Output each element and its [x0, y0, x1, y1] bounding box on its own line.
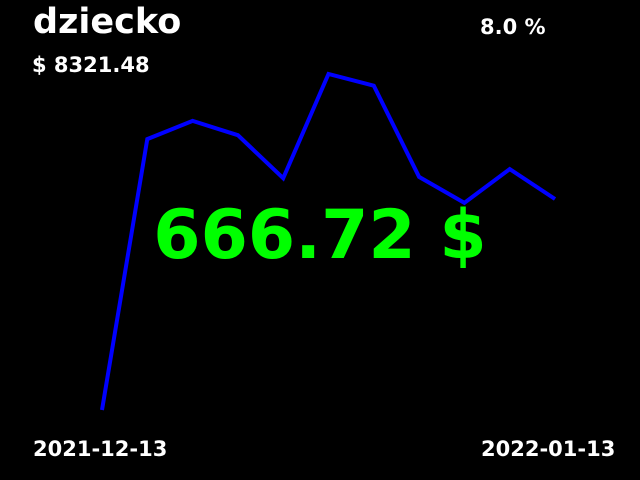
date-start-label: 2021-12-13: [33, 437, 168, 461]
date-end-label: 2022-01-13: [481, 437, 616, 461]
chart-title: dziecko: [33, 2, 182, 42]
series-line: [100, 71, 557, 411]
current-value: 666.72 $: [153, 196, 487, 275]
total-value: $ 8321.48: [32, 53, 150, 77]
percent-change: 8.0 %: [480, 15, 546, 39]
